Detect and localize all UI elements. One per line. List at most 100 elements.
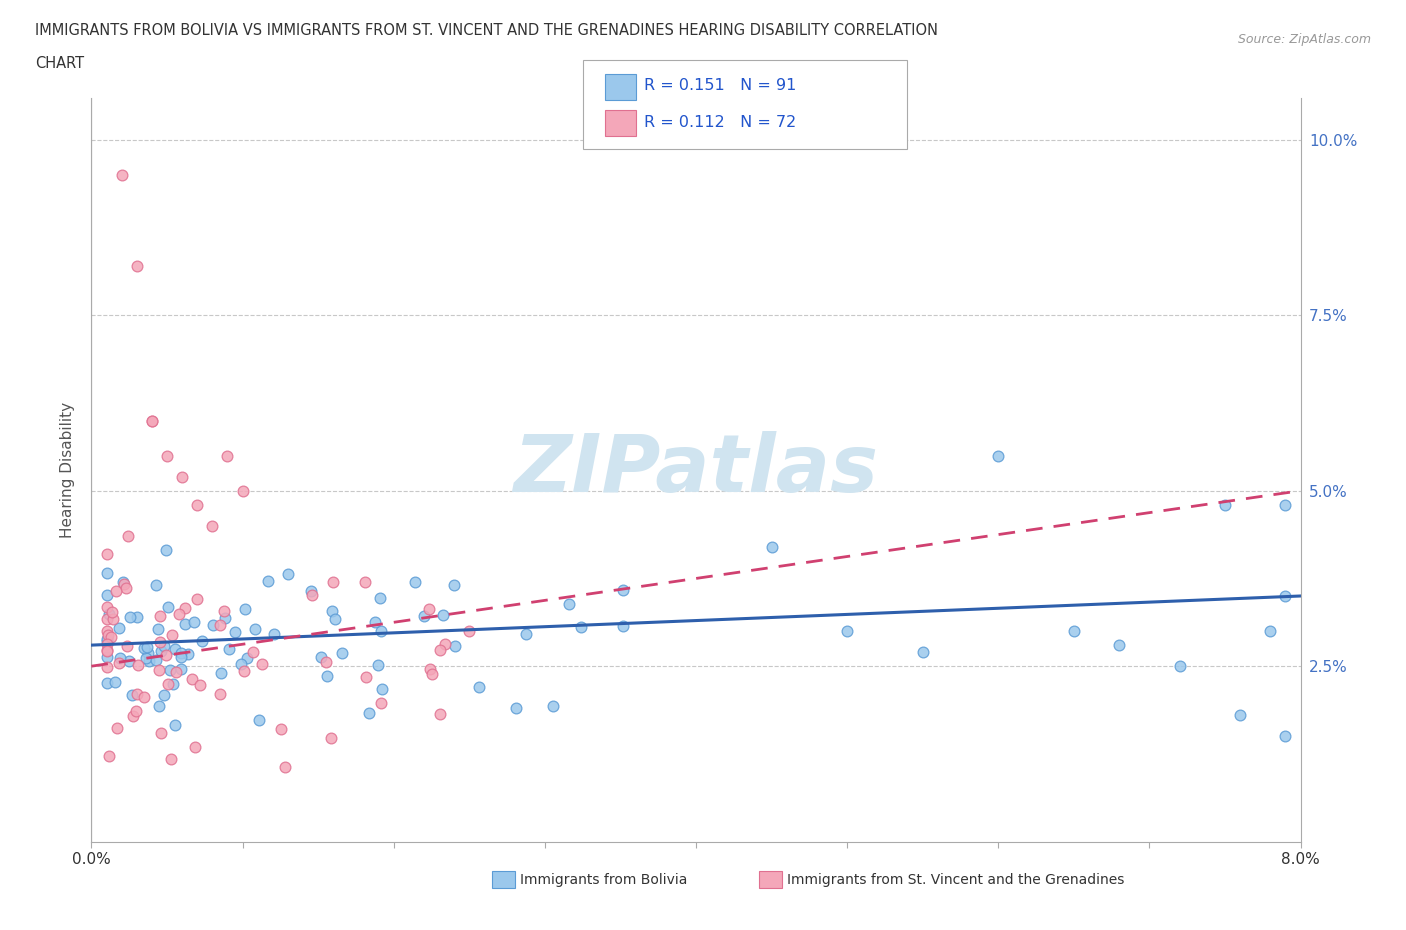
Point [122,709,145,724]
Point [191,633,214,648]
Point [247,712,270,727]
Point [236,651,259,666]
Point [229,657,252,671]
Point [1274,729,1296,744]
Point [156,600,179,615]
Point [1108,638,1130,653]
Point [120,609,142,624]
Point [505,701,527,716]
Point [468,680,491,695]
Text: CHART: CHART [35,56,84,71]
Point [96,611,118,626]
Point [419,661,441,676]
Point [104,674,127,689]
Point [242,644,264,659]
Point [1168,658,1191,673]
Point [186,498,208,512]
Point [319,731,342,746]
Point [322,575,344,590]
Point [100,630,122,644]
Point [127,658,149,672]
Point [96,588,118,603]
Point [515,627,537,642]
Point [96,628,118,643]
Point [277,566,299,581]
Point [110,650,132,665]
Point [170,645,193,660]
Point [138,654,160,669]
Point [429,643,451,658]
Point [96,565,118,580]
Point [232,663,254,678]
Point [96,675,118,690]
Point [104,584,127,599]
Point [165,665,187,680]
Point [1274,589,1296,604]
Point [370,696,392,711]
Point [214,610,236,625]
Point [429,707,451,722]
Point [96,633,118,648]
Point [135,650,157,665]
Point [172,470,194,485]
Point [118,653,141,668]
Point [112,575,135,590]
Point [370,624,392,639]
Point [1229,708,1251,723]
Point [150,725,173,740]
Point [148,662,170,677]
Point [96,599,118,614]
Point [165,718,187,733]
Point [432,608,454,623]
Point [761,539,783,554]
Point [186,592,208,607]
Point [141,413,163,428]
Point [141,413,163,428]
Point [136,646,159,661]
Point [209,666,232,681]
Point [101,611,124,626]
Point [159,752,181,767]
Point [224,625,246,640]
Point [404,575,426,590]
Point [153,687,176,702]
Point [558,597,581,612]
Point [370,591,392,605]
Point [458,624,481,639]
Point [443,578,465,592]
Text: Immigrants from Bolivia: Immigrants from Bolivia [520,872,688,887]
Point [96,547,118,562]
Point [208,686,231,701]
Point [433,637,456,652]
Point [257,573,280,588]
Point [218,642,240,657]
Point [353,575,375,590]
Point [299,583,322,598]
Point [148,698,170,713]
Point [420,667,443,682]
Point [1213,498,1236,512]
Point [156,677,179,692]
Point [371,682,394,697]
Point [413,608,436,623]
Point [170,650,193,665]
Point [132,690,155,705]
Point [153,638,176,653]
Point [167,606,190,621]
Point [1260,624,1282,639]
Point [250,657,273,671]
Point [170,661,193,676]
Point [145,652,167,667]
Point [125,686,148,701]
Point [231,484,253,498]
Point [315,669,337,684]
Y-axis label: Hearing Disability: Hearing Disability [60,402,76,538]
Point [214,604,236,618]
Point [96,636,118,651]
Point [97,749,120,764]
Point [150,644,173,658]
Point [987,448,1010,463]
Point [209,618,232,633]
Point [159,662,181,677]
Point [125,703,148,718]
